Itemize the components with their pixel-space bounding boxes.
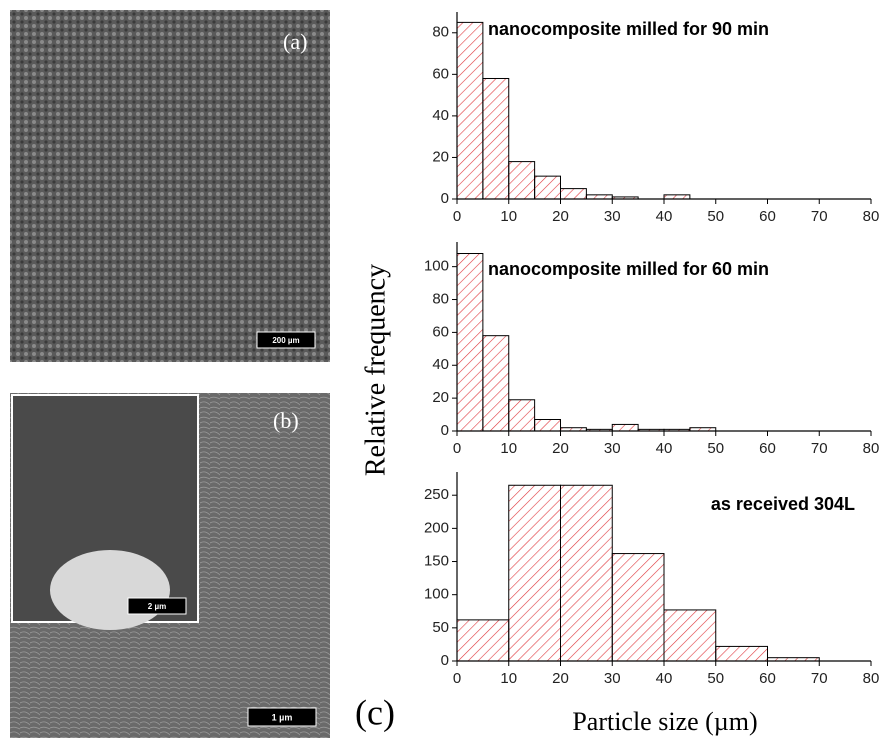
bar	[664, 610, 716, 661]
x-tick-label: 80	[863, 670, 880, 687]
bar	[509, 485, 561, 661]
figure: (a) 200 µm 2 µm (b) 1 µm (c) Relative fr…	[0, 0, 892, 738]
y-tick-label: 0	[441, 190, 449, 207]
y-tick-label: 40	[432, 107, 449, 124]
bar	[483, 336, 509, 431]
chart-title: as received 304L	[711, 494, 855, 514]
x-tick-label: 30	[604, 670, 621, 687]
x-tick-label: 50	[707, 440, 724, 457]
sem-image-a	[10, 10, 330, 362]
bar	[457, 254, 483, 431]
x-tick-label: 70	[811, 208, 828, 225]
x-tick-label: 40	[656, 670, 673, 687]
x-tick-label: 60	[759, 670, 776, 687]
bar	[612, 424, 638, 431]
x-tick-label: 20	[552, 440, 569, 457]
y-tick-label: 0	[441, 652, 449, 669]
y-tick-label: 60	[432, 323, 449, 340]
panel-label: (b)	[273, 408, 299, 433]
x-axis-label: Particle size (µm)	[572, 707, 757, 736]
y-tick-label: 250	[424, 486, 449, 503]
bar	[483, 78, 509, 199]
y-tick-label: 80	[432, 24, 449, 41]
y-tick-label: 80	[432, 290, 449, 307]
y-tick-label: 20	[432, 389, 449, 406]
x-tick-label: 60	[759, 440, 776, 457]
bar	[586, 195, 612, 199]
bar	[716, 646, 768, 661]
bar	[509, 162, 535, 199]
x-tick-label: 20	[552, 670, 569, 687]
bar	[457, 22, 483, 199]
bar	[535, 419, 561, 431]
x-tick-label: 0	[453, 670, 461, 687]
scale-bar-label: 2 µm	[148, 602, 166, 611]
scale-bar-label: 1 µm	[272, 712, 293, 722]
bar	[612, 554, 664, 661]
y-axis-label: Relative frequency	[360, 264, 391, 476]
panel-label: (a)	[283, 29, 307, 54]
inset-particle	[50, 550, 170, 630]
y-tick-label: 200	[424, 519, 449, 536]
x-tick-label: 80	[863, 440, 880, 457]
x-tick-label: 60	[759, 208, 776, 225]
x-tick-label: 10	[500, 208, 517, 225]
y-tick-label: 60	[432, 65, 449, 82]
bar	[664, 195, 690, 199]
x-tick-label: 10	[500, 440, 517, 457]
x-tick-label: 50	[707, 670, 724, 687]
x-tick-label: 20	[552, 208, 569, 225]
y-tick-label: 20	[432, 148, 449, 165]
bar	[535, 176, 561, 199]
bar	[509, 400, 535, 431]
x-tick-label: 30	[604, 208, 621, 225]
panel-label: (c)	[355, 692, 395, 732]
y-tick-label: 50	[432, 619, 449, 636]
x-tick-label: 40	[656, 208, 673, 225]
x-tick-label: 30	[604, 440, 621, 457]
y-tick-label: 150	[424, 552, 449, 569]
x-tick-label: 40	[656, 440, 673, 457]
chart-title: nanocomposite milled for 60 min	[488, 259, 769, 279]
y-tick-label: 100	[424, 586, 449, 603]
x-tick-label: 70	[811, 440, 828, 457]
y-tick-label: 0	[441, 422, 449, 439]
x-tick-label: 0	[453, 208, 461, 225]
page: (a) 200 µm 2 µm (b) 1 µm (c) Relative fr…	[0, 0, 892, 738]
y-tick-label: 100	[424, 258, 449, 275]
bar	[561, 485, 613, 661]
x-tick-label: 10	[500, 670, 517, 687]
chart-title: nanocomposite milled for 90 min	[488, 19, 769, 39]
y-tick-label: 40	[432, 356, 449, 373]
bar	[457, 620, 509, 661]
x-tick-label: 0	[453, 440, 461, 457]
x-tick-label: 80	[863, 208, 880, 225]
x-tick-label: 50	[707, 208, 724, 225]
bar	[561, 189, 587, 199]
x-tick-label: 70	[811, 670, 828, 687]
scale-bar-label: 200 µm	[272, 336, 299, 345]
